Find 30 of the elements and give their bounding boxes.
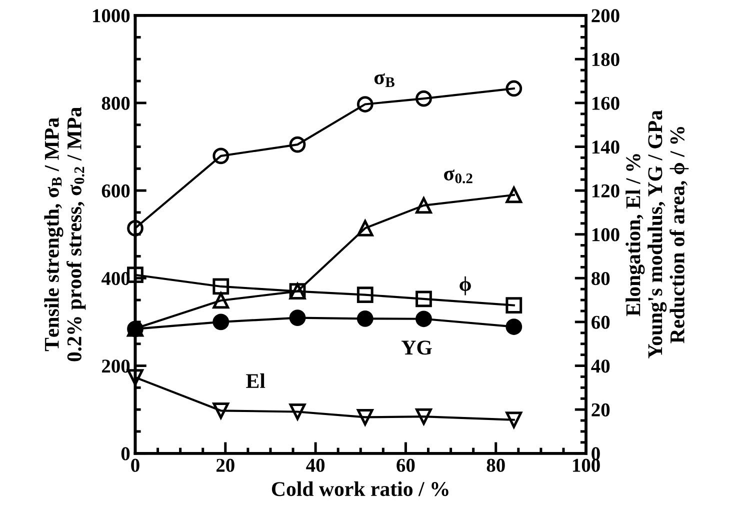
y2-tick-label: 140: [592, 140, 620, 154]
y2-tick-label: 160: [592, 96, 620, 110]
x-tick-label: 60: [396, 458, 415, 472]
series-label: El: [246, 373, 266, 388]
y2-tick-label: 100: [592, 228, 620, 242]
series-label: σ$_{0.2}$: [444, 169, 472, 184]
x-tick-label: 40: [306, 458, 325, 472]
x-axis-title: Cold work ratio / %: [272, 481, 448, 496]
y-tick-label: 0: [121, 447, 130, 460]
y-tick-label: 200: [102, 360, 130, 373]
y-tick-label: 600: [102, 184, 130, 198]
y2-tick-label: 40: [591, 360, 610, 373]
x-tick-label: 100: [573, 458, 600, 472]
x-tick-label: 0: [131, 458, 140, 472]
series-label: σ$_{B}$: [374, 73, 394, 87]
y2-axis-title: Elongation, El / % Young's modulus, YG / GPa Reduction of area, ϕ / %: [626, 110, 689, 358]
y2-tick-label: 60: [592, 316, 610, 329]
y2-tick-label: 120: [592, 184, 620, 198]
y2-tick-label: 200: [592, 9, 620, 22]
y2-tick-label: 80: [592, 272, 610, 286]
y2-tick-label: 0: [592, 447, 600, 460]
y-axis-title: Tensile strength, σ$_{B}$ / MPa 0.2% proof stress, σ$_{0.2}$ / MPa: [44, 107, 86, 362]
y-tick-label: 1000: [93, 9, 130, 22]
x-tick-label: 20: [216, 458, 234, 472]
series-label: YG: [402, 340, 432, 355]
y2-tick-label: 180: [592, 52, 620, 66]
y-tick-label: 800: [102, 96, 130, 110]
series-label: ϕ: [460, 276, 471, 296]
x-tick-label: 80: [486, 458, 505, 472]
y2-tick-label: 20: [592, 403, 610, 416]
